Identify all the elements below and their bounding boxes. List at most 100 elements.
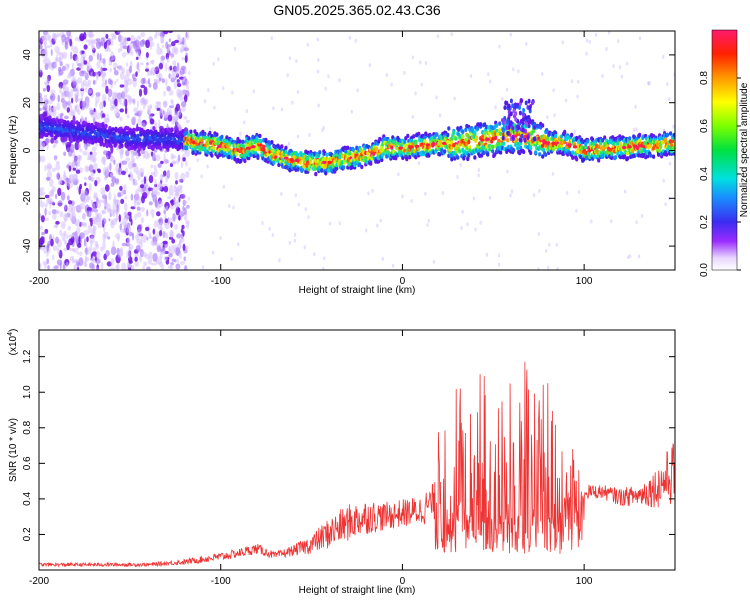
noise-mark [88,59,91,67]
speckle-mark [200,174,203,179]
noise-mark [90,176,95,182]
noise-mark [80,93,84,101]
ridge-mark [664,137,668,143]
speckle-mark [672,124,675,129]
noise-mark [174,75,177,80]
noise-mark [170,189,174,197]
noise-mark [134,256,138,263]
speckle-mark [479,220,482,225]
noise-mark [160,222,163,231]
noise-mark [161,44,165,49]
burst-mark [533,125,537,130]
noise-mark [54,63,57,69]
noise-mark [103,61,106,67]
spectrogram-y-tick-label: -40 [22,238,33,253]
ridge-mark [136,133,140,138]
noise-mark [172,212,176,222]
speckle-mark [354,38,357,43]
noise-mark [114,166,120,172]
ridge-mark [541,154,545,159]
speckle-mark [322,125,325,130]
noise-mark [163,256,168,262]
ridge-mark [499,150,503,155]
speckle-mark [356,88,359,93]
noise-mark [40,236,45,245]
speckle-mark [272,106,275,111]
ridge-mark [446,140,450,145]
noise-mark [78,251,83,257]
noise-mark [42,87,46,92]
ridge-mark [538,152,542,157]
noise-mark [67,99,71,109]
noise-mark [185,171,190,179]
noise-mark [39,201,45,208]
noise-mark [60,112,64,117]
noise-mark [55,220,60,225]
noise-mark [88,183,92,192]
noise-mark [151,152,156,162]
noise-mark [113,62,118,68]
noise-mark [94,217,98,225]
noise-mark [184,94,188,103]
noise-mark [82,150,88,156]
noise-mark [185,160,188,167]
noise-mark [155,101,161,105]
ridge-peak-mark [294,158,300,163]
noise-mark [113,92,118,97]
noise-mark [159,108,162,118]
ridge-mark [210,153,214,158]
speckle-mark [208,127,212,131]
speckle-mark [212,61,215,66]
ridge-mark [672,145,675,151]
ridge-mark [170,127,174,133]
noise-mark [53,109,57,118]
snr-x-tick-label: -200 [29,576,49,587]
speckle-mark [414,91,417,96]
noise-mark [79,232,85,239]
noise-mark [128,174,131,178]
speckle-mark [640,214,644,218]
noise-mark [168,38,171,43]
ridge-mark [64,136,68,141]
noise-mark [126,250,131,259]
noise-mark [41,142,46,150]
noise-mark [40,48,46,56]
noise-mark [147,267,150,270]
speckle-mark [237,242,240,247]
ridge-peak-mark [431,142,436,146]
spectrogram-y-tick-label: 0 [22,147,33,153]
ridge-mark [475,135,479,141]
ridge-mark [597,158,601,163]
ridge-mark [104,123,108,129]
noise-mark [111,55,116,60]
noise-mark [177,37,182,45]
noise-mark [104,117,110,124]
noise-mark [174,224,179,230]
noise-mark [76,250,79,255]
speckle-mark [243,120,246,125]
snr-y-tick-label: 1.2 [22,349,33,363]
noise-mark [134,39,140,48]
ridge-peak-mark [551,141,556,145]
noise-mark [46,84,51,93]
noise-mark [85,39,89,43]
noise-mark [142,192,148,199]
ridge-mark [79,124,83,130]
ridge-mark [69,138,73,144]
noise-mark [58,57,62,63]
ridge-mark [438,152,442,157]
noise-mark [89,262,94,269]
noise-mark [83,144,87,149]
ridge-mark [506,138,510,143]
burst-mark [527,123,531,129]
ridge-mark [476,126,480,131]
noise-mark [149,118,155,125]
noise-mark [171,155,177,159]
noise-mark [141,178,144,185]
noise-mark [180,193,186,200]
noise-mark [61,34,67,43]
ridge-mark [67,132,71,137]
speckle-mark [436,34,440,39]
noise-mark [140,206,146,212]
noise-mark [101,67,108,71]
